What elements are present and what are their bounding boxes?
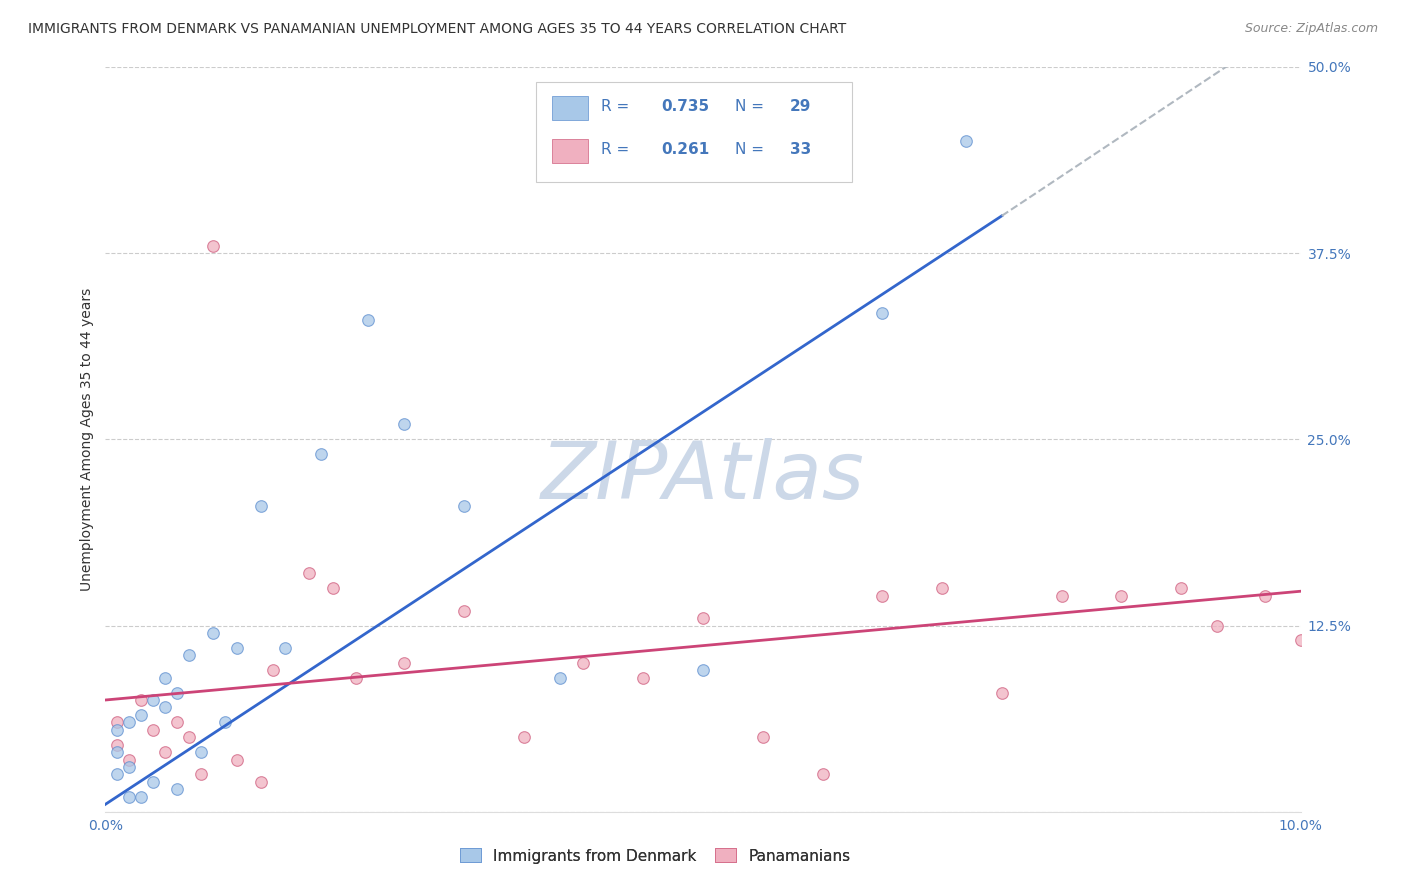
Point bbox=[1170, 582, 1192, 596]
Point bbox=[107, 738, 129, 752]
Point bbox=[548, 671, 571, 685]
Point bbox=[166, 715, 188, 730]
Point bbox=[107, 715, 129, 730]
Point bbox=[177, 730, 201, 744]
Text: N =: N = bbox=[735, 99, 769, 114]
Text: R =: R = bbox=[602, 99, 634, 114]
Point bbox=[155, 700, 177, 714]
Point bbox=[129, 707, 153, 722]
Point bbox=[214, 715, 236, 730]
Point bbox=[751, 730, 773, 744]
Point bbox=[394, 417, 416, 432]
Point bbox=[453, 604, 475, 618]
Text: 0.735: 0.735 bbox=[661, 99, 709, 114]
Point bbox=[190, 767, 212, 781]
Point bbox=[572, 656, 595, 670]
Point bbox=[129, 789, 153, 804]
Point bbox=[990, 685, 1012, 699]
Point bbox=[118, 715, 141, 730]
Point bbox=[633, 671, 655, 685]
Point bbox=[177, 648, 201, 663]
Point bbox=[273, 640, 295, 655]
Point bbox=[166, 782, 188, 797]
Point bbox=[107, 745, 129, 759]
Point bbox=[298, 566, 321, 581]
Text: Source: ZipAtlas.com: Source: ZipAtlas.com bbox=[1244, 22, 1378, 36]
Point bbox=[394, 656, 416, 670]
Point bbox=[190, 745, 212, 759]
Point bbox=[309, 447, 332, 461]
FancyBboxPatch shape bbox=[553, 139, 588, 163]
Text: 29: 29 bbox=[790, 99, 811, 114]
Point bbox=[321, 582, 344, 596]
Point bbox=[142, 775, 165, 789]
Point bbox=[692, 663, 714, 677]
FancyBboxPatch shape bbox=[553, 96, 588, 120]
Point bbox=[931, 582, 953, 596]
Point bbox=[1050, 589, 1073, 603]
Point bbox=[1206, 618, 1229, 632]
Y-axis label: Unemployment Among Ages 35 to 44 years: Unemployment Among Ages 35 to 44 years bbox=[80, 288, 94, 591]
Point bbox=[166, 685, 188, 699]
Point bbox=[955, 134, 977, 148]
Text: 33: 33 bbox=[790, 142, 811, 157]
Text: ZIPAtlas: ZIPAtlas bbox=[541, 438, 865, 516]
Point bbox=[346, 671, 368, 685]
Point bbox=[202, 626, 225, 640]
Point bbox=[453, 500, 475, 514]
Point bbox=[155, 671, 177, 685]
Point bbox=[692, 611, 714, 625]
Text: N =: N = bbox=[735, 142, 769, 157]
Point bbox=[142, 693, 165, 707]
Point bbox=[118, 753, 141, 767]
Legend: Immigrants from Denmark, Panamanians: Immigrants from Denmark, Panamanians bbox=[454, 842, 856, 870]
Point bbox=[1111, 589, 1133, 603]
Text: 0.261: 0.261 bbox=[661, 142, 710, 157]
Point bbox=[872, 306, 894, 320]
Point bbox=[225, 753, 249, 767]
Point bbox=[107, 723, 129, 737]
Point bbox=[811, 767, 834, 781]
Text: R =: R = bbox=[602, 142, 634, 157]
Point bbox=[357, 313, 380, 327]
Point bbox=[202, 238, 225, 252]
Point bbox=[513, 730, 536, 744]
Point bbox=[118, 760, 141, 774]
Point bbox=[872, 589, 894, 603]
Point bbox=[118, 789, 141, 804]
FancyBboxPatch shape bbox=[536, 82, 852, 182]
Point bbox=[1289, 633, 1312, 648]
Point bbox=[1254, 589, 1277, 603]
Point bbox=[262, 663, 284, 677]
Point bbox=[155, 745, 177, 759]
Point bbox=[129, 693, 153, 707]
Point bbox=[250, 775, 273, 789]
Point bbox=[250, 500, 273, 514]
Text: IMMIGRANTS FROM DENMARK VS PANAMANIAN UNEMPLOYMENT AMONG AGES 35 TO 44 YEARS COR: IMMIGRANTS FROM DENMARK VS PANAMANIAN UN… bbox=[28, 22, 846, 37]
Point bbox=[142, 723, 165, 737]
Point bbox=[107, 767, 129, 781]
Point bbox=[225, 640, 249, 655]
